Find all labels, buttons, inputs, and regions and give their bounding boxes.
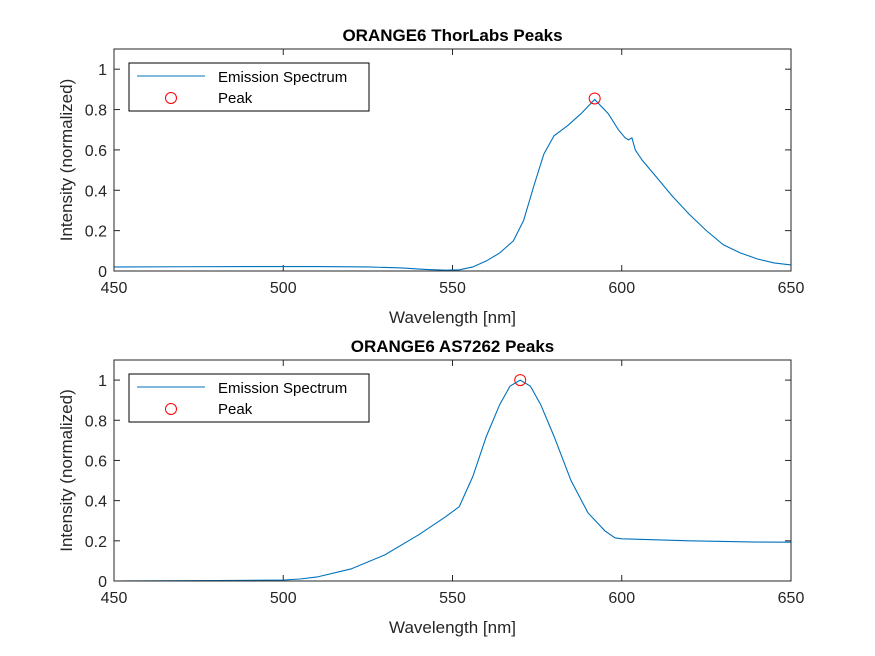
x-tick-label: 550 xyxy=(439,280,466,297)
y-tick-label: 1 xyxy=(98,62,107,79)
legend-label-emission: Emission Spectrum xyxy=(218,380,347,397)
peak-marker xyxy=(588,92,601,105)
x-tick-label: 450 xyxy=(101,280,128,297)
emission-spectrum-line xyxy=(113,98,792,271)
y-axis-label: Intensity (normalized) xyxy=(57,79,76,242)
legend-peak-swatch xyxy=(165,92,177,104)
legend-label-peak: Peak xyxy=(218,90,253,107)
x-tick-label: 650 xyxy=(778,280,805,297)
legend: Emission Spectrum Peak xyxy=(128,373,370,423)
y-tick-label: 0.2 xyxy=(85,224,107,241)
x-tick-label: 450 xyxy=(101,590,128,607)
chart-as7262: ORANGE6 AS7262 Peaks 450 500 550 600 650 0 0.2 0… xyxy=(57,337,804,637)
x-axis-label: Wavelength [nm] xyxy=(389,308,516,327)
y-tick-label: 0.4 xyxy=(85,183,107,200)
legend: Emission Spectrum Peak xyxy=(128,62,370,112)
x-tick-label: 600 xyxy=(608,590,635,607)
axes-box xyxy=(113,48,792,272)
legend-label-emission: Emission Spectrum xyxy=(218,69,347,86)
y-tick-label: 0.4 xyxy=(85,494,107,511)
x-tick-label: 500 xyxy=(270,590,297,607)
y-tick-label: 1 xyxy=(98,373,107,390)
peak-marker xyxy=(514,374,527,387)
x-tick-label: 650 xyxy=(778,590,805,607)
y-tick-label: 0.8 xyxy=(85,413,107,430)
legend-peak-swatch xyxy=(165,403,177,415)
y-tick-label: 0.6 xyxy=(85,143,107,160)
x-tick-label: 500 xyxy=(270,280,297,297)
y-tick-label: 0 xyxy=(98,574,107,591)
y-tick-label: 0 xyxy=(98,264,107,281)
axes-box xyxy=(113,359,792,582)
y-tick-label: 0.6 xyxy=(85,453,107,470)
x-tick-label: 600 xyxy=(608,280,635,297)
chart-title: ORANGE6 AS7262 Peaks xyxy=(351,337,554,356)
y-tick-label: 0.2 xyxy=(85,534,107,551)
chart-thorlabs: ORANGE6 ThorLabs Peaks 450 500 550 600 650 0 0.… xyxy=(57,26,804,327)
chart-title: ORANGE6 ThorLabs Peaks xyxy=(342,26,562,45)
y-tick-label: 0.8 xyxy=(85,103,107,120)
x-axis-label: Wavelength [nm] xyxy=(389,618,516,637)
legend-label-peak: Peak xyxy=(218,401,253,418)
x-tick-label: 550 xyxy=(439,590,466,607)
y-axis-label: Intensity (normalized) xyxy=(57,389,76,552)
